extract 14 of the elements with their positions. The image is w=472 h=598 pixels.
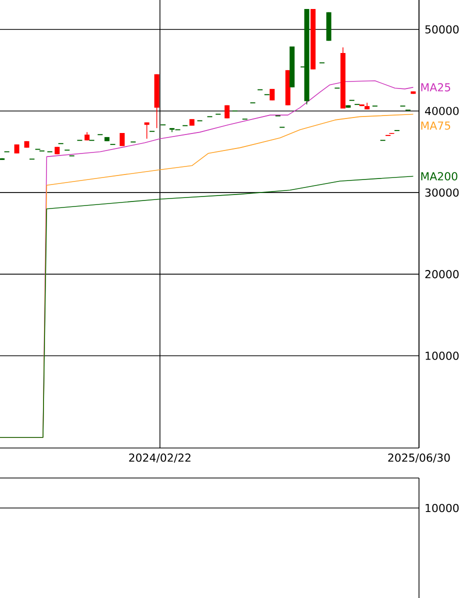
x-tick-label: 2024/02/22 <box>129 454 190 463</box>
y-tick-label: 10000 <box>426 352 459 360</box>
line-series <box>0 176 414 438</box>
y-tick-label: 30000 <box>425 188 459 197</box>
y-tick-label: 50000 <box>425 25 459 34</box>
candlestick <box>120 132 125 146</box>
series-label: MA200 <box>421 172 458 180</box>
candlestick <box>224 104 230 119</box>
x-tick-label: 2025/06/30 <box>388 454 450 463</box>
candlestick <box>144 122 150 140</box>
y-tick-label: 20000 <box>425 270 459 278</box>
y-tick-label: 40000 <box>425 106 459 116</box>
series-label: MA25 <box>421 83 450 92</box>
series-label: MA75 <box>421 122 450 130</box>
